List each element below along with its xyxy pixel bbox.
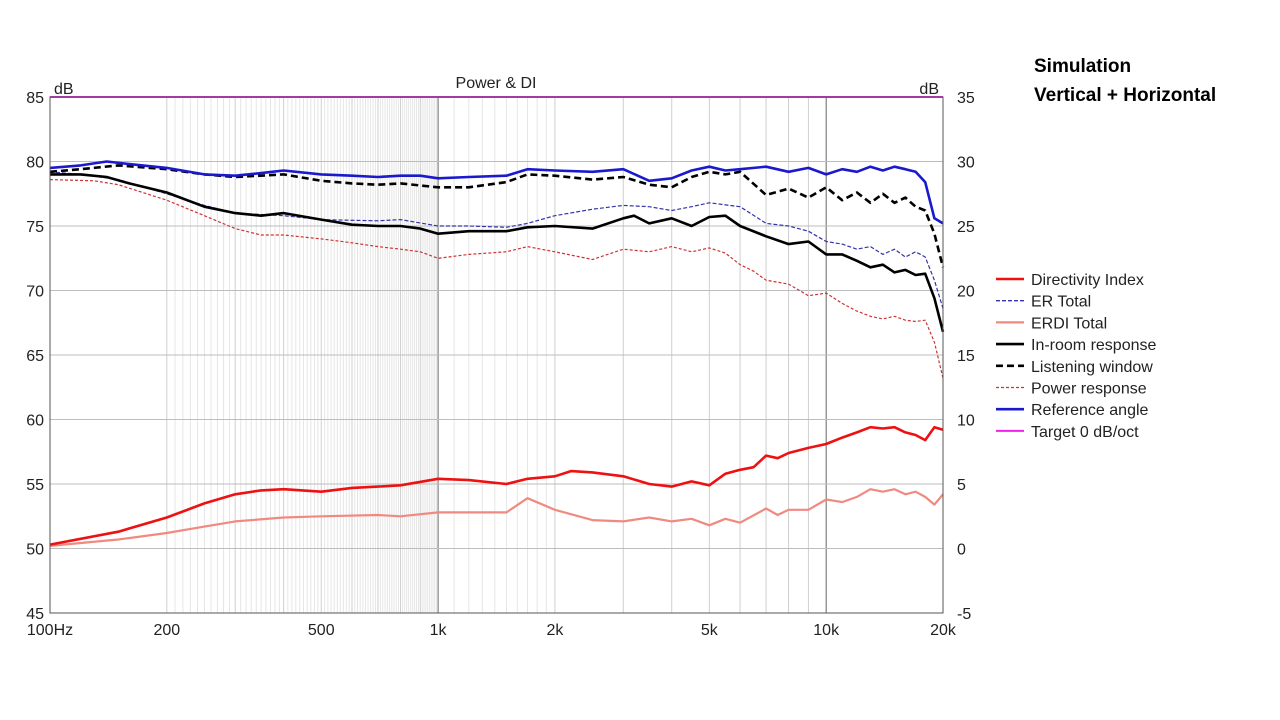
x-tick-label: 2k — [546, 622, 564, 639]
legend-label-power-response: Power response — [1031, 381, 1147, 398]
plot-frame — [49, 96, 944, 614]
legend-label-directivity-index: Directivity Index — [1031, 272, 1144, 289]
series-in-room-response — [50, 173, 945, 333]
series-layer — [49, 96, 945, 547]
legend-label-target-0-db-oct: Target 0 dB/oct — [1031, 424, 1139, 441]
legend-label-listening-window: Listening window — [1031, 359, 1153, 376]
x-tick-label: 5k — [701, 622, 719, 639]
grid — [49, 96, 944, 614]
y-left-tick-label: 85 — [26, 90, 44, 107]
y-right-tick-label: 20 — [957, 284, 975, 301]
x-tick-label: 200 — [153, 622, 180, 639]
legend-label-reference-angle: Reference angle — [1031, 402, 1149, 419]
y-right-tick-label: 15 — [957, 348, 975, 365]
x-tick-label: 20k — [930, 622, 957, 639]
y-right-tick-label: 0 — [957, 542, 966, 559]
annotation-line-2: Vertical + Horizontal — [1034, 85, 1217, 106]
y-right-tick-label: -5 — [957, 606, 971, 623]
y-left-tick-label: 60 — [26, 413, 44, 430]
series-directivity-index — [49, 425, 944, 546]
series-power-response — [49, 179, 944, 379]
series-er-total — [49, 171, 944, 309]
y-left-tick-label: 80 — [26, 155, 44, 172]
y-left-tick-label: 50 — [26, 542, 44, 559]
series-listening-window — [49, 164, 945, 268]
y-left-tick-label: 65 — [26, 348, 44, 365]
y-right-tick-label: 10 — [957, 413, 975, 430]
y-right-tick-label: 35 — [957, 90, 975, 107]
x-tick-label: 100Hz — [27, 622, 73, 639]
series-erdi-total — [49, 488, 944, 547]
y-left-tick-label: 45 — [26, 606, 44, 623]
series-reference-angle — [49, 160, 944, 225]
chart-title: Power & DI — [456, 75, 537, 92]
legend: Directivity Index ER Total ERDI Total In-ro… — [996, 272, 1156, 441]
y-left-tick-label: 75 — [26, 219, 44, 236]
legend-label-er-total: ER Total — [1031, 294, 1091, 311]
tick-labels: 100Hz 200 500 1k 2k 5k 10k 20k45505560657075808… — [26, 90, 975, 639]
y-right-tick-label: 25 — [957, 219, 975, 236]
y-left-tick-label: 55 — [26, 477, 44, 494]
right-unit-label: dB — [919, 81, 939, 98]
legend-label-in-room-response: In-room response — [1031, 337, 1156, 354]
y-right-tick-label: 30 — [957, 155, 975, 172]
x-tick-label: 10k — [813, 622, 840, 639]
y-right-tick-label: 5 — [957, 477, 966, 494]
left-unit-label: dB — [54, 81, 74, 98]
annotation-line-1: Simulation — [1034, 56, 1132, 77]
x-tick-label: 1k — [430, 622, 448, 639]
y-left-tick-label: 70 — [26, 284, 44, 301]
legend-label-erdi-total: ERDI Total — [1031, 315, 1107, 332]
x-tick-label: 500 — [308, 622, 335, 639]
